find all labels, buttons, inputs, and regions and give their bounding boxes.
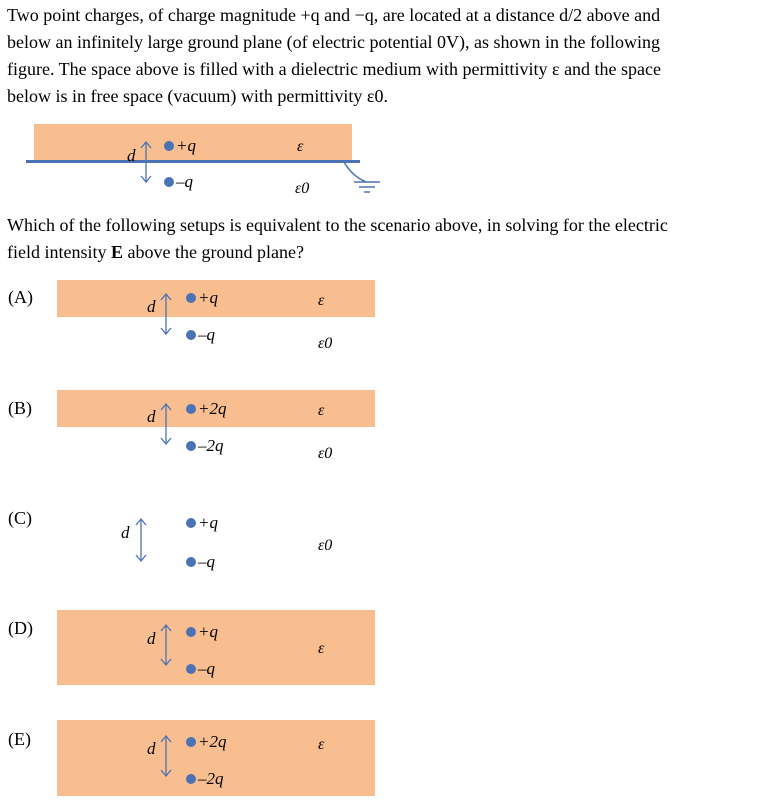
- option-a-negative-label: –q: [198, 325, 215, 344]
- option-c-distance-label: d: [121, 523, 130, 542]
- option-b-epsilon0-label: ε0: [318, 445, 333, 462]
- option-c-positive-dot: [186, 518, 196, 528]
- option-a-negative-dot: [186, 330, 196, 340]
- option-a-epsilon0-label: ε0: [318, 335, 333, 352]
- option-d-label: (D): [8, 618, 33, 638]
- dielectric-region: [34, 124, 352, 161]
- ground-symbol-icon: [343, 161, 380, 193]
- option-e-negative-dot: [186, 774, 196, 784]
- option-a-label: (A): [8, 287, 33, 307]
- problem-text: Two point charges, of charge magnitude +…: [7, 2, 767, 110]
- problem-line-1: Two point charges, of charge magnitude +…: [7, 5, 661, 25]
- option-e-dielectric: [57, 720, 375, 796]
- option-c-distance-arrow-icon: [135, 517, 147, 563]
- option-a-positive-label: +q: [198, 288, 218, 307]
- problem-line-3: figure. The space above is filled with a…: [7, 59, 662, 79]
- negative-charge-dot: [164, 177, 174, 187]
- option-b-epsilon-label: ε: [318, 402, 325, 419]
- option-e-epsilon-label: ε: [318, 736, 325, 753]
- distance-arrow-icon: [140, 140, 152, 184]
- option-b-dielectric: [57, 390, 375, 427]
- option-c-positive-label: +q: [198, 513, 218, 532]
- option-b-negative-label: –2q: [198, 436, 224, 455]
- option-a-distance-arrow-icon: [160, 292, 172, 336]
- option-e-positive-label: +2q: [198, 732, 227, 751]
- option-a-positive-dot: [186, 293, 196, 303]
- option-b-label: (B): [8, 398, 32, 418]
- epsilon0-label: ε0: [295, 180, 310, 197]
- positive-charge-dot: [164, 141, 174, 151]
- option-d-positive-dot: [186, 627, 196, 637]
- question-line-1: Which of the following setups is equival…: [7, 215, 668, 235]
- option-b-figure: d +2q –2q ε ε0: [0, 380, 780, 480]
- option-a-dielectric: [57, 280, 375, 317]
- ground-plane: [26, 160, 360, 163]
- option-d-distance-arrow-icon: [160, 623, 172, 667]
- option-c-epsilon0-label: ε0: [318, 537, 333, 554]
- negative-charge-label: –q: [176, 172, 193, 191]
- field-symbol: E: [110, 242, 123, 262]
- problem-line-4: below is in free space (vacuum) with per…: [7, 86, 388, 106]
- option-b-distance-arrow-icon: [160, 402, 172, 446]
- question-text: Which of the following setups is equival…: [7, 212, 767, 266]
- option-c-negative-label: –q: [198, 552, 215, 571]
- option-d-negative-label: –q: [198, 659, 215, 678]
- option-e-label: (E): [8, 729, 31, 749]
- option-e-figure: d +2q –2q ε: [0, 712, 780, 804]
- option-c-label: (C): [8, 508, 32, 528]
- option-d-positive-label: +q: [198, 622, 218, 641]
- option-e-positive-dot: [186, 737, 196, 747]
- epsilon-label: ε: [297, 138, 304, 155]
- option-d-epsilon-label: ε: [318, 640, 325, 657]
- option-d-dielectric: [57, 610, 375, 685]
- option-c-figure: d +q –q ε0: [0, 500, 780, 600]
- option-a-epsilon-label: ε: [318, 292, 325, 309]
- option-c-negative-dot: [186, 557, 196, 567]
- option-d-distance-label: d: [147, 629, 156, 648]
- option-b-positive-dot: [186, 404, 196, 414]
- option-e-distance-arrow-icon: [160, 734, 172, 778]
- option-d-negative-dot: [186, 664, 196, 674]
- option-e-distance-label: d: [147, 739, 156, 758]
- question-line-2: field intensity E above the ground plane…: [7, 242, 304, 262]
- option-a-figure: d +q –q ε ε0: [0, 270, 780, 370]
- scenario-figure: d +q –q ε ε0: [0, 0, 780, 210]
- option-b-distance-label: d: [147, 407, 156, 426]
- option-d-figure: d +q –q ε: [0, 600, 780, 700]
- positive-charge-label: +q: [176, 136, 196, 155]
- distance-label: d: [127, 146, 136, 165]
- option-a-distance-label: d: [147, 297, 156, 316]
- problem-line-2: below an infinitely large ground plane (…: [7, 32, 660, 52]
- option-b-negative-dot: [186, 441, 196, 451]
- option-e-negative-label: –2q: [198, 769, 224, 788]
- option-b-positive-label: +2q: [198, 399, 227, 418]
